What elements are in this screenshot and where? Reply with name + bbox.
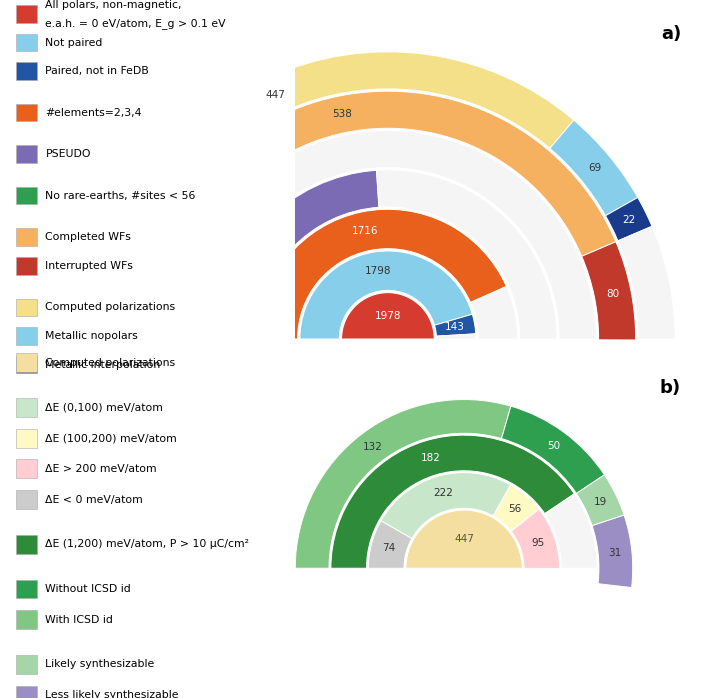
Text: 222: 222: [433, 488, 453, 498]
Wedge shape: [101, 52, 574, 339]
Bar: [16, 655, 37, 674]
Bar: [16, 610, 37, 629]
Text: 50: 50: [547, 441, 560, 451]
Wedge shape: [434, 314, 476, 336]
Text: 143: 143: [445, 322, 465, 332]
Wedge shape: [179, 165, 292, 339]
Text: No rare-earths, #sites < 56: No rare-earths, #sites < 56: [46, 191, 196, 201]
Bar: [16, 353, 37, 372]
Wedge shape: [605, 198, 652, 241]
Text: 182: 182: [420, 453, 440, 463]
Text: ΔE > 200 meV/atom: ΔE > 200 meV/atom: [46, 464, 157, 474]
Text: ΔE < 0 meV/atom: ΔE < 0 meV/atom: [46, 495, 143, 505]
Bar: [16, 398, 37, 417]
Wedge shape: [576, 475, 624, 526]
Wedge shape: [437, 334, 476, 339]
Text: 1716: 1716: [352, 226, 378, 237]
Wedge shape: [342, 292, 434, 339]
Bar: [16, 490, 37, 509]
Text: Computed polarizations: Computed polarizations: [46, 357, 176, 368]
Bar: [16, 104, 37, 121]
Wedge shape: [331, 435, 574, 568]
Wedge shape: [219, 170, 379, 339]
Text: 1978: 1978: [375, 311, 401, 321]
Text: 1798: 1798: [365, 267, 392, 276]
Text: 447: 447: [265, 90, 285, 101]
Text: ΔE (0,100) meV/atom: ΔE (0,100) meV/atom: [46, 402, 163, 413]
Text: Not paired: Not paired: [46, 38, 103, 47]
Text: 22: 22: [622, 215, 636, 225]
Wedge shape: [550, 120, 638, 216]
Bar: [16, 34, 37, 52]
Wedge shape: [511, 509, 560, 568]
Wedge shape: [140, 91, 616, 339]
Text: #elements=2,3,4: #elements=2,3,4: [46, 107, 142, 118]
Wedge shape: [470, 286, 517, 339]
Text: Without ICSD id: Without ICSD id: [46, 584, 131, 594]
Bar: [16, 579, 37, 598]
Text: a): a): [661, 25, 681, 43]
Bar: [16, 685, 37, 698]
Bar: [16, 187, 37, 205]
Wedge shape: [581, 242, 636, 340]
Text: PSEUDO: PSEUDO: [46, 149, 91, 159]
Bar: [16, 356, 37, 373]
Text: 19: 19: [594, 497, 607, 507]
Wedge shape: [494, 485, 539, 531]
Bar: [16, 535, 37, 554]
Text: 69: 69: [588, 163, 602, 173]
Text: ΔE (100,200) meV/atom: ΔE (100,200) meV/atom: [46, 433, 177, 443]
Wedge shape: [368, 521, 412, 568]
Wedge shape: [618, 226, 675, 339]
Text: 947: 947: [268, 231, 288, 242]
Text: ΔE (1,200) meV/atom, P > 10 μC/cm²: ΔE (1,200) meV/atom, P > 10 μC/cm²: [46, 540, 250, 549]
Text: All polars, non-magnetic,: All polars, non-magnetic,: [46, 0, 182, 10]
Text: Less likely synthesizable: Less likely synthesizable: [46, 690, 179, 698]
Text: Interrupted WFs: Interrupted WFs: [46, 261, 134, 271]
Text: 95: 95: [531, 538, 544, 548]
Text: 132: 132: [363, 442, 382, 452]
Text: 80: 80: [606, 288, 619, 299]
Text: e.a.h. = 0 eV/atom, E_g > 0.1 eV: e.a.h. = 0 eV/atom, E_g > 0.1 eV: [46, 18, 226, 29]
Bar: [16, 145, 37, 163]
Text: 56: 56: [508, 504, 521, 514]
Text: With ICSD id: With ICSD id: [46, 615, 113, 625]
Text: Metallic nopolars: Metallic nopolars: [46, 331, 138, 341]
Bar: [16, 5, 37, 22]
Wedge shape: [545, 493, 597, 568]
Bar: [16, 299, 37, 316]
Wedge shape: [501, 406, 605, 493]
Text: Paired, not in FeDB: Paired, not in FeDB: [46, 66, 149, 76]
Wedge shape: [406, 510, 522, 568]
Text: 447: 447: [454, 534, 474, 544]
Bar: [16, 63, 37, 80]
Bar: [16, 228, 37, 246]
Text: Computed polarizations: Computed polarizations: [46, 302, 176, 312]
Text: Metallic interpolation: Metallic interpolation: [46, 359, 161, 369]
Wedge shape: [300, 251, 472, 339]
Wedge shape: [258, 209, 506, 339]
Bar: [16, 429, 37, 447]
Wedge shape: [376, 170, 557, 339]
Text: 31: 31: [608, 548, 621, 558]
Text: 538: 538: [332, 110, 352, 119]
Text: 74: 74: [382, 543, 395, 554]
Wedge shape: [381, 473, 510, 538]
Text: b): b): [660, 380, 681, 397]
Bar: [16, 257, 37, 274]
Text: 618: 618: [210, 244, 231, 255]
Wedge shape: [295, 399, 511, 568]
Wedge shape: [592, 515, 633, 588]
Bar: [16, 327, 37, 345]
Text: Completed WFs: Completed WFs: [46, 232, 131, 242]
Wedge shape: [272, 131, 596, 339]
Text: Likely synthesizable: Likely synthesizable: [46, 660, 155, 669]
Bar: [16, 459, 37, 478]
